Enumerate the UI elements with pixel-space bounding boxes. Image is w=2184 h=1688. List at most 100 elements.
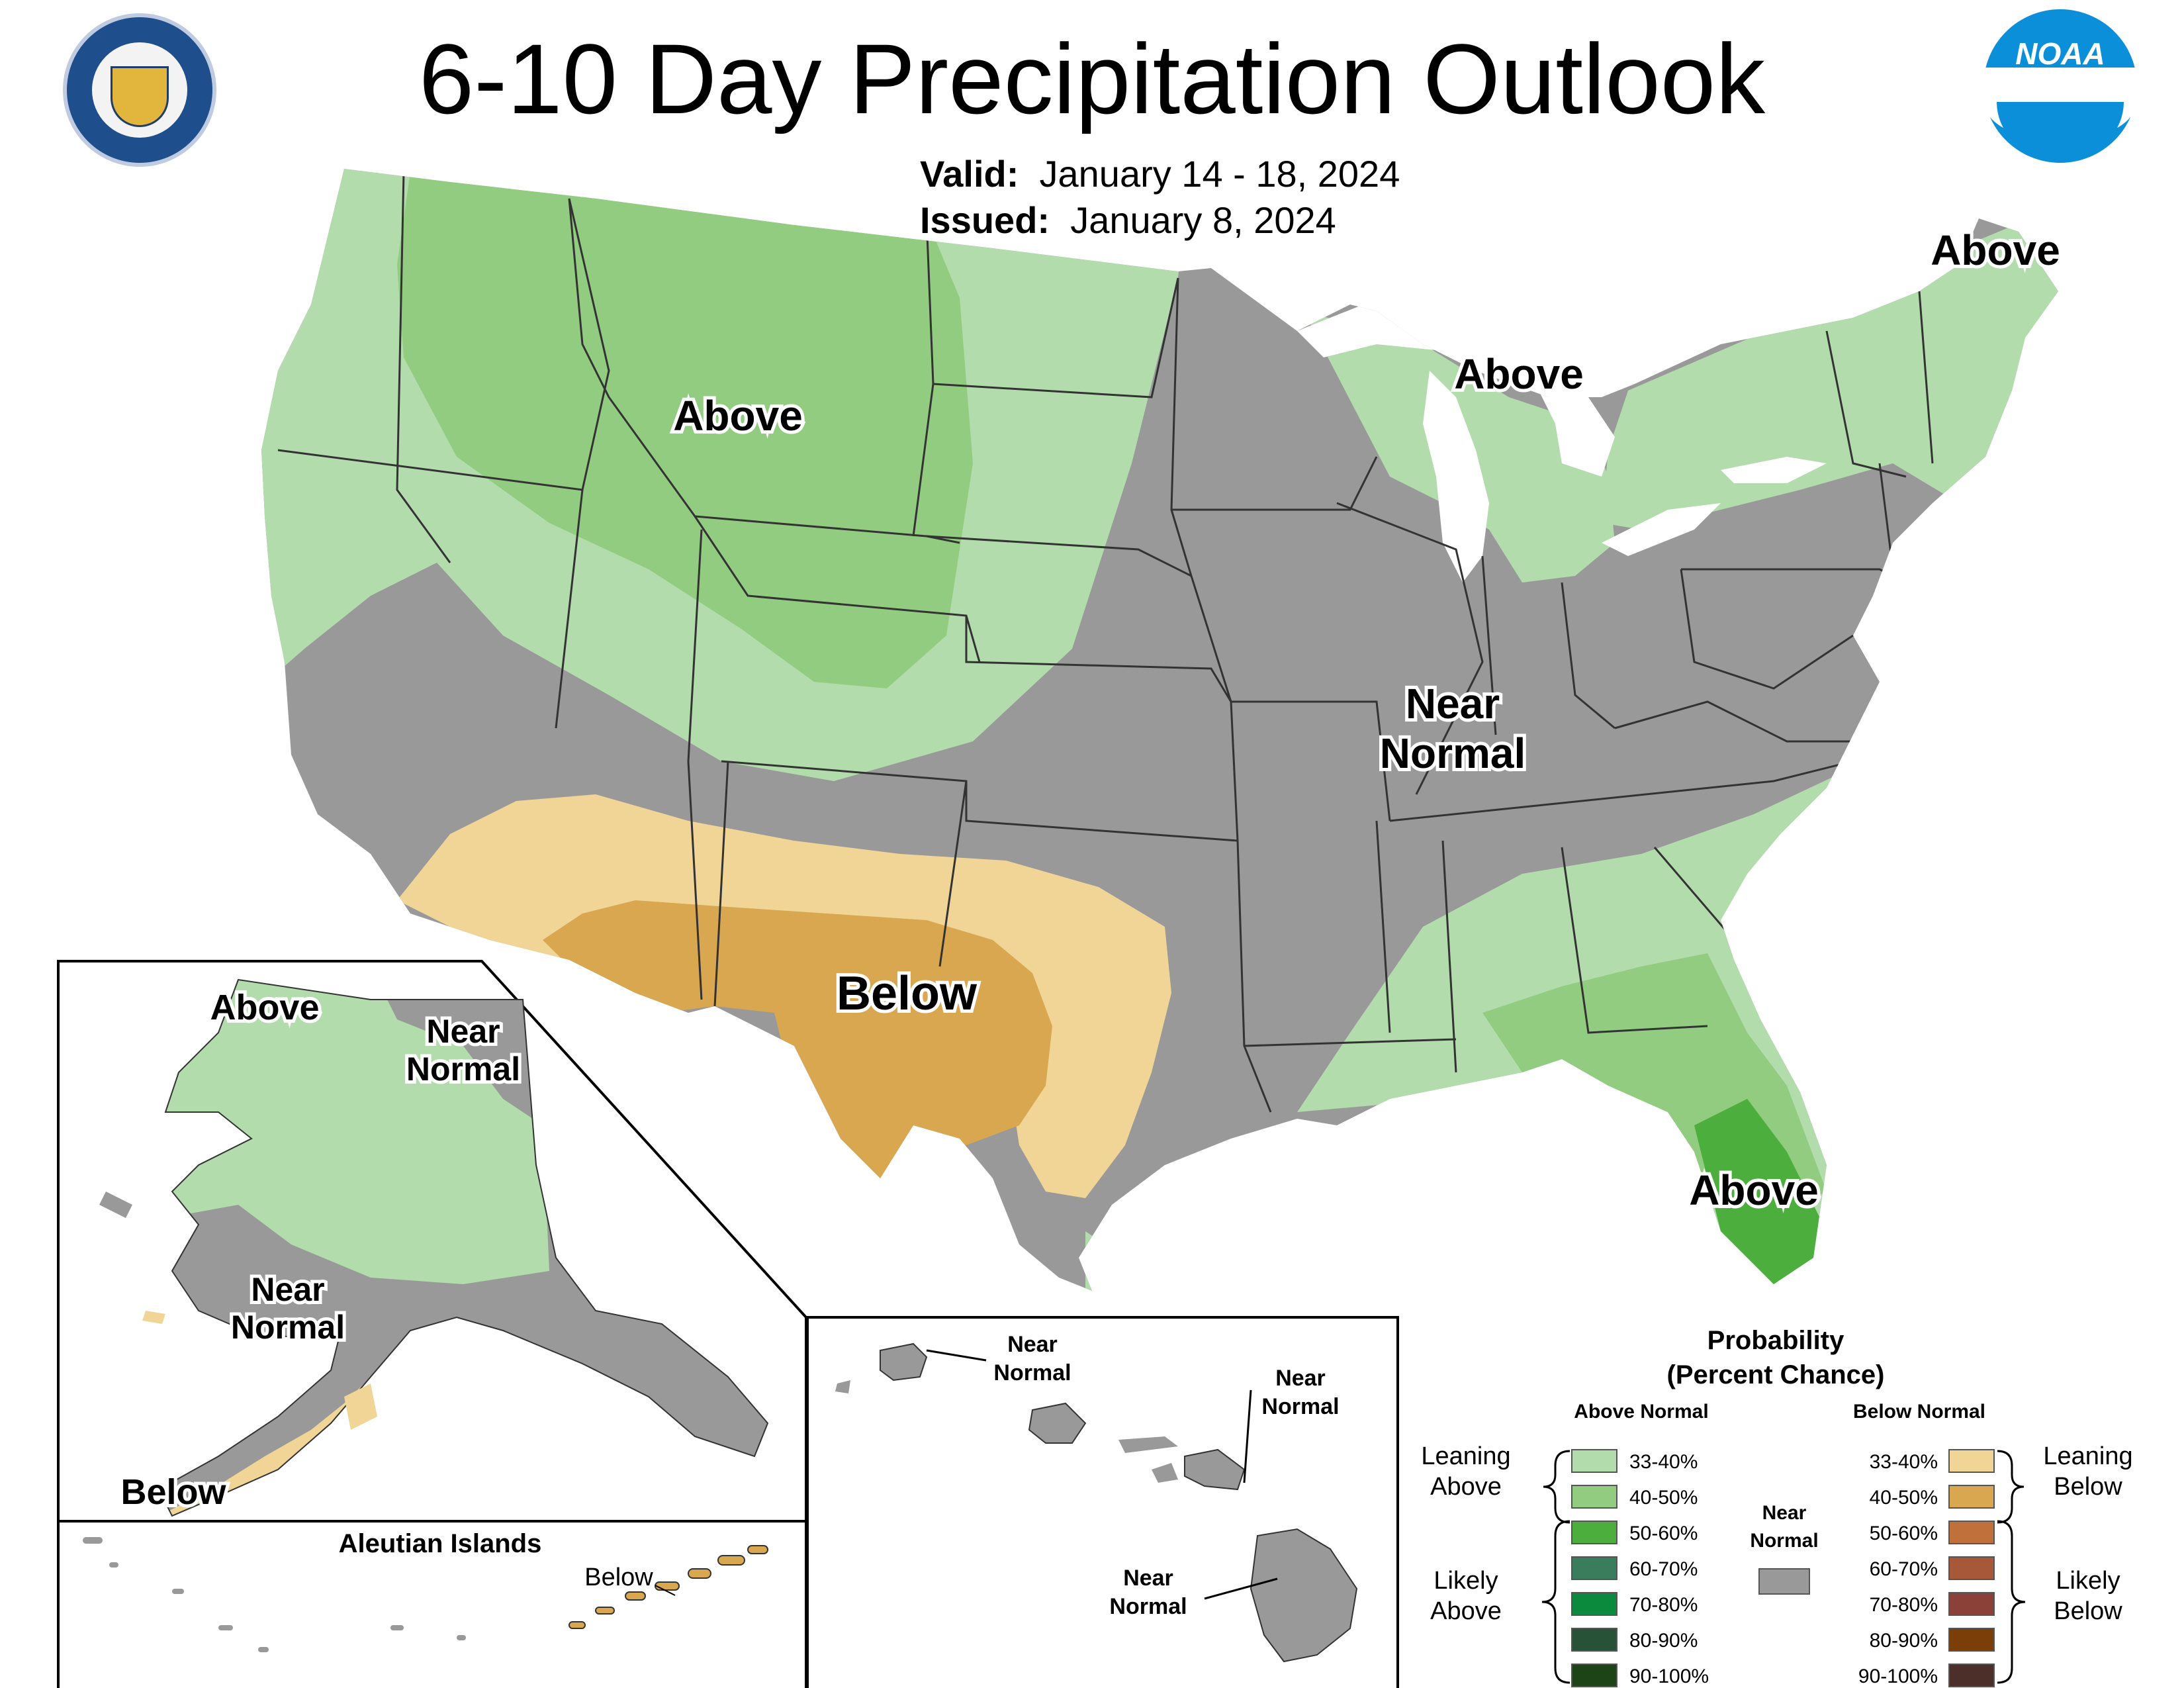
legend-near-line2: Normal xyxy=(1750,1530,1818,1552)
legend-below-row-2: 40-50% xyxy=(1870,1487,1938,1509)
lanai-island xyxy=(1152,1463,1178,1483)
maui-near-label-line1: Near xyxy=(1275,1366,1326,1391)
northwest-above-label: Above xyxy=(673,392,803,440)
legend-below-swatch-70-80 xyxy=(1948,1592,1995,1616)
southwest-leaning-below-region xyxy=(397,794,1171,1198)
legend-below-row-3: 50-60% xyxy=(1870,1523,1938,1544)
alaska-inset: Above Near Normal Near Normal Below Aleu… xyxy=(57,960,807,1688)
legend-above-row-1: 33-40% xyxy=(1629,1451,1698,1473)
legend-above-swatch-50-60 xyxy=(1571,1521,1617,1544)
legend-leaning-above-bracket xyxy=(1543,1450,1570,1524)
legend-above-row-6: 80-90% xyxy=(1629,1630,1698,1652)
ak-sw-near-label-line2: Normal xyxy=(231,1309,345,1346)
legend-likely-below-bracket xyxy=(1997,1520,2026,1684)
legend-above-swatch-33-40 xyxy=(1571,1449,1617,1473)
nunivak-island xyxy=(142,1311,165,1324)
ak-above-label: Above xyxy=(210,988,319,1027)
legend-near-normal-swatch xyxy=(1758,1568,1810,1595)
aleutian-inset-frame xyxy=(57,1520,807,1688)
legend-leaning-above-line2: Above xyxy=(1430,1473,1502,1501)
molokai-island xyxy=(1118,1436,1178,1453)
legend: Probability (Percent Chance) Above Norma… xyxy=(1421,1326,2133,1687)
legend-above-row-5: 70-80% xyxy=(1629,1594,1698,1616)
central-near-label-line2: Normal xyxy=(1380,729,1526,777)
legend-below-row-7: 90-100% xyxy=(1858,1665,1938,1687)
legend-below-swatch-50-60 xyxy=(1948,1521,1995,1544)
legend-below-header: Below Normal xyxy=(1853,1401,1985,1423)
legend-above-row-3: 50-60% xyxy=(1629,1523,1698,1544)
ak-below-label: Below xyxy=(120,1472,226,1512)
aleutian-title: Aleutian Islands xyxy=(339,1529,542,1558)
ak-ne-near-label-line2: Normal xyxy=(406,1051,520,1088)
ak-sw-near-label-line1: Near xyxy=(251,1271,324,1308)
legend-near-line1: Near xyxy=(1762,1502,1807,1524)
st-lawrence-island xyxy=(99,1192,132,1218)
big-island xyxy=(1250,1528,1358,1663)
noaa-logo: NOAA xyxy=(1983,9,2137,163)
legend-below-swatch-80-90 xyxy=(1948,1628,1995,1652)
legend-above-row-7: 90-100% xyxy=(1629,1665,1709,1687)
lake-michigan xyxy=(1423,371,1489,583)
kauai-near-label-line1: Near xyxy=(1007,1332,1058,1357)
legend-title-line2: (Percent Chance) xyxy=(1667,1360,1885,1389)
legend-below-swatch-33-40 xyxy=(1948,1449,1995,1473)
lake-erie xyxy=(1602,503,1721,556)
oahu-island xyxy=(1028,1402,1087,1444)
legend-above-header: Above Normal xyxy=(1574,1401,1708,1423)
legend-leaning-below-line1: Leaning xyxy=(2043,1442,2132,1470)
bigisland-near-label-line2: Normal xyxy=(1109,1594,1187,1619)
issued-date: January 8, 2024 xyxy=(1070,199,1336,241)
southwest-below-label: Below xyxy=(837,967,978,1020)
valid-dates: January 14 - 18, 2024 xyxy=(1039,153,1400,195)
legend-leaning-below-line2: Below xyxy=(2054,1473,2122,1501)
valid-label: Valid: xyxy=(920,153,1019,195)
legend-likely-below-line1: Likely xyxy=(2056,1567,2120,1595)
hawaii-inset: Near Normal Near Normal Near Normal xyxy=(806,1316,1399,1688)
noaa-logo-wordmark: NOAA xyxy=(2015,36,2105,71)
kauai-island xyxy=(880,1342,928,1382)
legend-below-swatch-60-70 xyxy=(1948,1556,1995,1580)
conus-labels: Above Above Above Near Normal Below Abov… xyxy=(670,223,2064,1217)
legend-likely-above-line1: Likely xyxy=(1433,1567,1498,1595)
lake-ontario xyxy=(1721,457,1827,483)
issued-label: Issued: xyxy=(920,199,1050,241)
seal-shield-icon xyxy=(111,66,169,127)
legend-title-line1: Probability xyxy=(1707,1326,1844,1355)
kauai-near-label-line2: Normal xyxy=(993,1360,1071,1385)
legend-leaning-below-bracket xyxy=(1997,1450,2025,1524)
great-lakes-above-label: Above xyxy=(1454,350,1584,398)
central-near-label-line1: Near xyxy=(1406,680,1500,727)
maui-island xyxy=(1184,1448,1246,1491)
kodiak-island xyxy=(344,1383,377,1430)
maui-near-label-line2: Normal xyxy=(1261,1394,1339,1419)
alaska-outline xyxy=(158,978,769,1517)
florida-above-label: Above xyxy=(1689,1166,1819,1214)
legend-above-row-2: 40-50% xyxy=(1629,1487,1698,1509)
alaska-leaning-above-region xyxy=(159,980,549,1284)
legend-below-row-1: 33-40% xyxy=(1870,1451,1938,1473)
southwest-below-40-50-region xyxy=(543,900,1052,1192)
legend-leaning-above-line1: Leaning xyxy=(1421,1442,1510,1470)
northeast-above-label: Above xyxy=(1931,226,2060,274)
legend-above-swatch-60-70 xyxy=(1571,1556,1617,1580)
bigisland-near-label-line1: Near xyxy=(1123,1566,1173,1591)
aleutian-below-label: Below xyxy=(584,1564,653,1591)
department-of-commerce-seal xyxy=(63,13,216,167)
page-title: 6-10 Day Precipitation Outlook xyxy=(418,23,1766,134)
legend-above-swatch-70-80 xyxy=(1571,1592,1617,1616)
northern-rockies-above-40-50-region xyxy=(397,172,973,688)
legend-above-swatch-40-50 xyxy=(1571,1485,1617,1509)
state-boundaries xyxy=(277,171,1934,1113)
legend-below-row-6: 80-90% xyxy=(1870,1630,1938,1652)
legend-below-row-5: 70-80% xyxy=(1870,1594,1938,1616)
niihau-island xyxy=(835,1380,850,1393)
legend-above-swatch-90-100 xyxy=(1571,1664,1617,1687)
legend-likely-below-line2: Below xyxy=(2054,1597,2122,1625)
issued-line: Issued: January 8, 2024 xyxy=(920,197,1336,244)
florida-above-50-60-region xyxy=(1694,1099,1827,1291)
legend-below-swatch-90-100 xyxy=(1948,1664,1995,1687)
legend-below-row-4: 60-70% xyxy=(1870,1558,1938,1580)
legend-likely-above-line2: Above xyxy=(1430,1597,1502,1625)
northeast-leaning-above-region xyxy=(1602,199,2058,530)
